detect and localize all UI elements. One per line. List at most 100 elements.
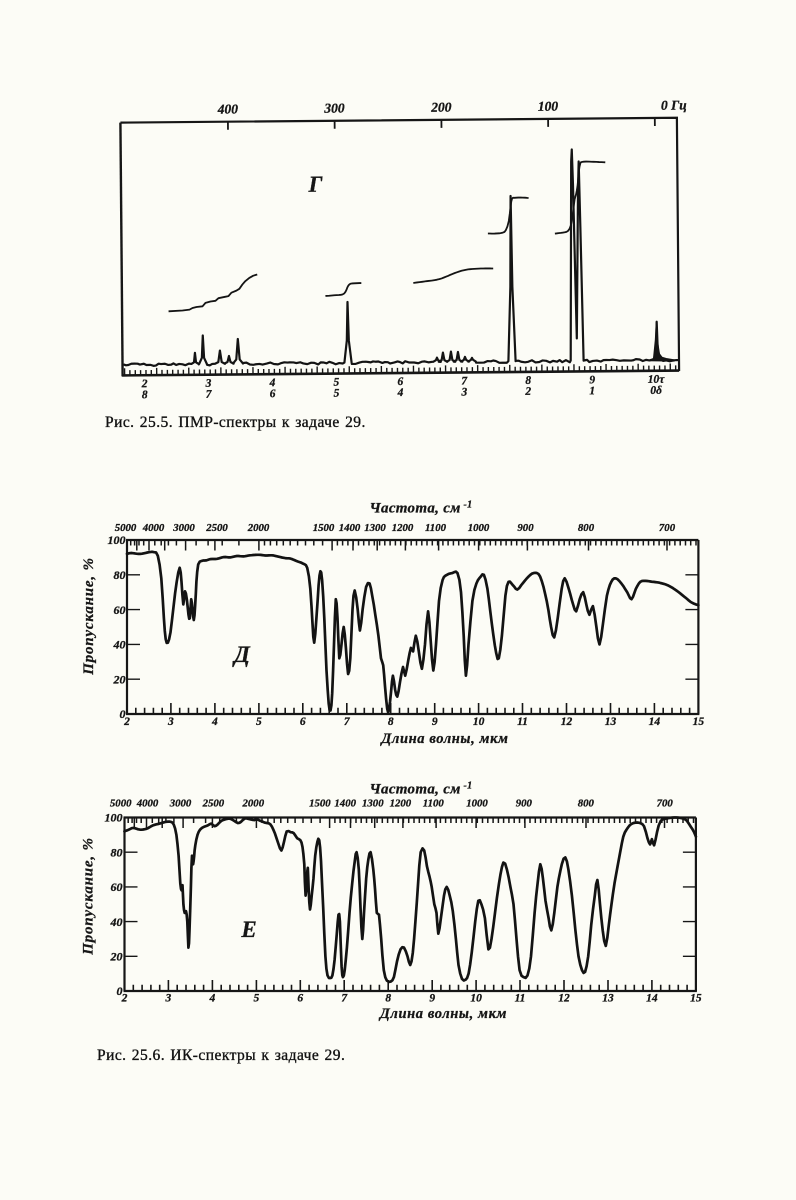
svg-text:700: 700 xyxy=(657,798,674,810)
svg-text:0 Гц: 0 Гц xyxy=(661,97,687,112)
svg-text:5: 5 xyxy=(254,993,260,1005)
svg-text:1300: 1300 xyxy=(364,522,386,534)
svg-text:9: 9 xyxy=(432,716,438,728)
svg-text:800: 800 xyxy=(578,522,595,534)
svg-text:2000: 2000 xyxy=(242,798,265,810)
svg-text:1200: 1200 xyxy=(392,522,414,534)
svg-text:14: 14 xyxy=(646,993,658,1005)
svg-text:1400: 1400 xyxy=(334,798,356,810)
svg-text:1100: 1100 xyxy=(423,798,445,810)
svg-text:0δ: 0δ xyxy=(650,385,662,397)
svg-text:700: 700 xyxy=(659,522,676,534)
svg-text:14: 14 xyxy=(649,716,661,728)
svg-text:3: 3 xyxy=(205,378,212,390)
svg-text:8: 8 xyxy=(525,375,531,387)
svg-text:11: 11 xyxy=(517,716,528,728)
svg-text:Г: Г xyxy=(307,172,322,197)
svg-text:7: 7 xyxy=(206,389,213,401)
svg-text:10τ: 10τ xyxy=(648,374,666,386)
svg-text:1200: 1200 xyxy=(390,798,412,810)
svg-text:20: 20 xyxy=(113,672,126,686)
svg-text:6: 6 xyxy=(297,993,303,1005)
svg-text:Пропускание, %: Пропускание, % xyxy=(81,557,97,676)
svg-text:1: 1 xyxy=(589,385,595,397)
svg-text:8: 8 xyxy=(388,716,394,728)
svg-text:900: 900 xyxy=(516,798,533,810)
svg-text:4000: 4000 xyxy=(136,798,159,810)
svg-text:15: 15 xyxy=(693,716,705,728)
svg-text:12: 12 xyxy=(561,716,573,728)
svg-text:13: 13 xyxy=(602,993,614,1005)
svg-text:4: 4 xyxy=(209,993,216,1005)
svg-text:5: 5 xyxy=(333,377,339,389)
svg-text:0: 0 xyxy=(120,707,126,721)
svg-text:1300: 1300 xyxy=(362,798,384,810)
svg-text:9: 9 xyxy=(589,374,595,386)
svg-text:3: 3 xyxy=(165,993,172,1005)
svg-text:6: 6 xyxy=(270,388,276,400)
svg-text:2000: 2000 xyxy=(247,522,270,534)
svg-text:40: 40 xyxy=(110,915,123,929)
svg-text:Длина волны, мкм: Длина волны, мкм xyxy=(379,731,508,747)
svg-text:7: 7 xyxy=(461,375,468,387)
svg-text:1000: 1000 xyxy=(466,798,488,810)
svg-text:40: 40 xyxy=(113,638,126,652)
svg-text:Рис. 25.5. ПМР-спектры к задач: Рис. 25.5. ПМР-спектры к задаче 29. xyxy=(105,414,366,431)
svg-text:10: 10 xyxy=(473,716,485,728)
svg-text:100: 100 xyxy=(105,811,123,825)
svg-text:5000: 5000 xyxy=(110,798,132,810)
svg-text:9: 9 xyxy=(429,993,435,1005)
svg-text:2: 2 xyxy=(524,386,531,398)
svg-text:Рис. 25.6. ИК-спектры к задаче: Рис. 25.6. ИК-спектры к задаче 29. xyxy=(97,1047,345,1064)
svg-text:100: 100 xyxy=(538,99,559,114)
svg-text:10: 10 xyxy=(470,993,482,1005)
svg-text:0: 0 xyxy=(117,984,123,998)
svg-text:80: 80 xyxy=(114,568,126,582)
svg-text:800: 800 xyxy=(578,798,595,810)
svg-text:1000: 1000 xyxy=(468,522,490,534)
svg-text:80: 80 xyxy=(111,845,123,859)
svg-text:7: 7 xyxy=(341,993,348,1005)
svg-text:Пропускание, %: Пропускание, % xyxy=(81,837,97,956)
svg-text:5000: 5000 xyxy=(115,522,137,534)
svg-text:1100: 1100 xyxy=(425,522,447,534)
svg-text:3000: 3000 xyxy=(169,798,192,810)
svg-text:8: 8 xyxy=(142,389,148,401)
svg-text:6: 6 xyxy=(397,376,403,388)
svg-text:400: 400 xyxy=(217,101,239,116)
svg-text:3: 3 xyxy=(167,716,174,728)
svg-text:Е: Е xyxy=(240,917,256,942)
svg-text:7: 7 xyxy=(344,716,351,728)
svg-text:60: 60 xyxy=(111,880,123,894)
svg-text:900: 900 xyxy=(517,522,534,534)
svg-text:Длина волны, мкм: Длина волны, мкм xyxy=(378,1006,507,1022)
svg-text:5: 5 xyxy=(334,388,340,400)
svg-text:2500: 2500 xyxy=(205,522,228,534)
svg-text:5: 5 xyxy=(256,716,262,728)
svg-text:3000: 3000 xyxy=(172,522,195,534)
svg-text:11: 11 xyxy=(515,993,526,1005)
svg-text:15: 15 xyxy=(690,993,702,1005)
svg-text:300: 300 xyxy=(323,100,345,115)
svg-text:4: 4 xyxy=(211,716,218,728)
svg-text:4000: 4000 xyxy=(142,522,165,534)
svg-text:60: 60 xyxy=(114,603,126,617)
svg-text:2: 2 xyxy=(121,993,128,1005)
svg-text:200: 200 xyxy=(430,100,452,115)
svg-text:Частота, см -1: Частота, см -1 xyxy=(370,500,473,517)
svg-text:2: 2 xyxy=(141,378,148,390)
svg-text:Частота, см -1: Частота, см -1 xyxy=(370,781,473,798)
svg-text:1500: 1500 xyxy=(313,522,335,534)
svg-text:8: 8 xyxy=(385,993,391,1005)
svg-text:6: 6 xyxy=(300,716,306,728)
svg-text:4: 4 xyxy=(397,387,404,399)
svg-text:1500: 1500 xyxy=(309,798,331,810)
svg-text:100: 100 xyxy=(108,533,126,547)
svg-text:4: 4 xyxy=(269,377,276,389)
svg-text:2500: 2500 xyxy=(202,798,225,810)
svg-text:13: 13 xyxy=(605,716,617,728)
svg-text:Д: Д xyxy=(232,642,251,667)
svg-text:3: 3 xyxy=(460,386,467,398)
svg-text:20: 20 xyxy=(110,950,123,964)
svg-text:1400: 1400 xyxy=(339,522,361,534)
